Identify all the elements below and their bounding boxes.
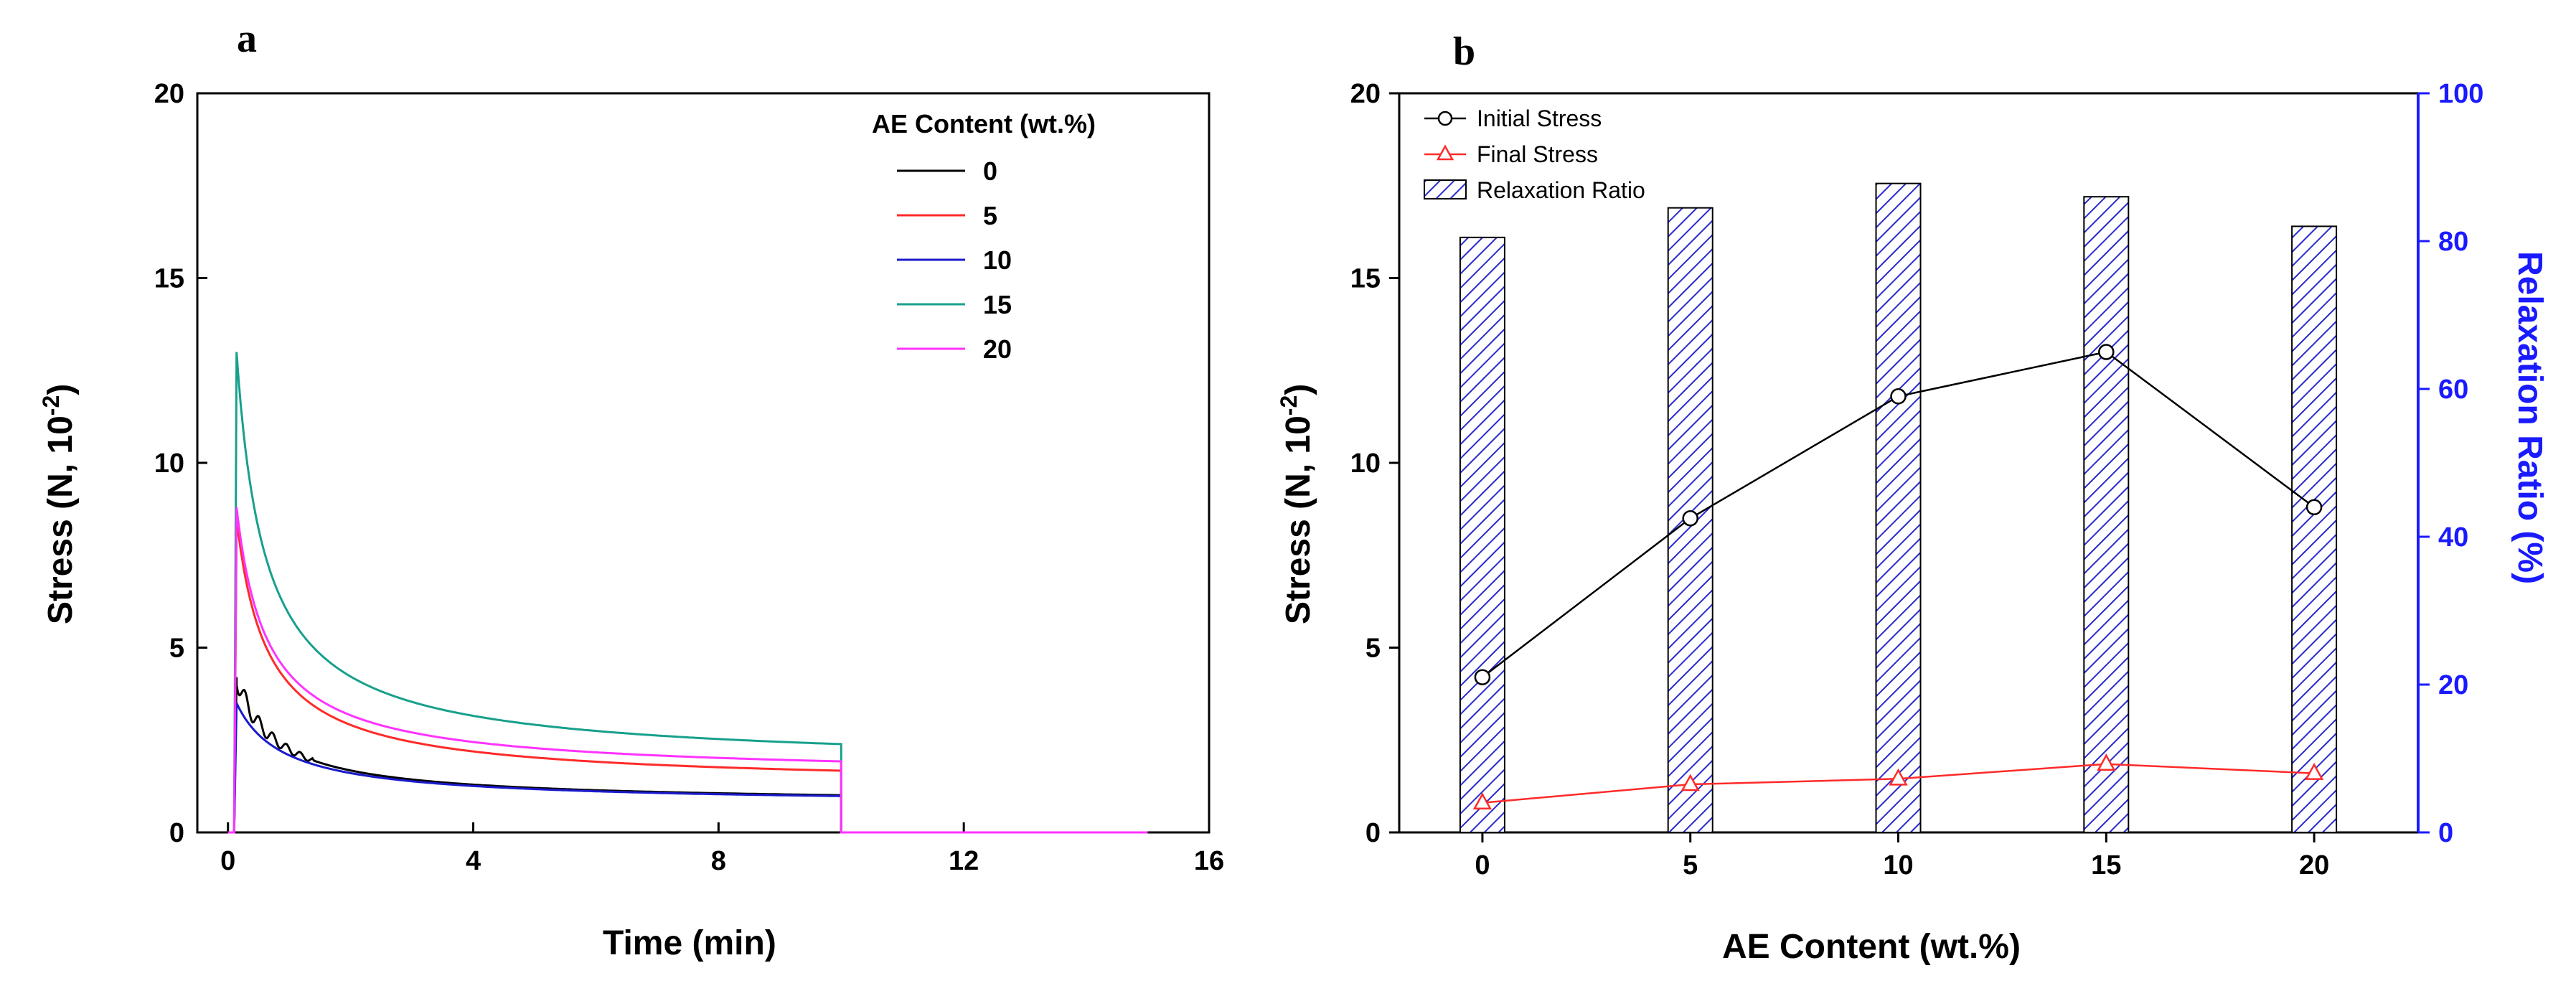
y2-tick-label: 80 bbox=[2438, 227, 2468, 257]
panel-a-frame bbox=[196, 92, 1211, 834]
legend-swatch-relaxation bbox=[1424, 179, 1467, 199]
y-tick-label: 15 bbox=[154, 264, 184, 294]
panel-b-x-axis-label: AE Content (wt.%) bbox=[1722, 928, 2021, 966]
panel-b-bars bbox=[1459, 182, 2338, 834]
panel-a-lines bbox=[227, 352, 1148, 834]
final-stress-point bbox=[1472, 792, 1493, 810]
y-tick-label: 10 bbox=[154, 448, 184, 479]
y-tick-label: 0 bbox=[1365, 818, 1381, 848]
x-tick-label: 0 bbox=[1475, 850, 1490, 880]
panel-a-y-axis-label: Stress (N, 10-2) bbox=[38, 384, 80, 624]
relaxation-bar bbox=[1875, 182, 1922, 834]
y2-tick-label: 0 bbox=[2438, 818, 2453, 848]
series-line-10 bbox=[227, 703, 1148, 834]
y2-tick-label: 60 bbox=[2438, 375, 2468, 405]
x-tick-label: 8 bbox=[711, 846, 726, 876]
relaxation-bar bbox=[1459, 236, 1505, 834]
legend-label-5: 5 bbox=[983, 201, 997, 230]
y2-tick-label: 100 bbox=[2438, 79, 2483, 109]
panel-b-y-axis-label: Stress (N, 10-2) bbox=[1276, 384, 1317, 624]
series-line-5 bbox=[227, 518, 1148, 834]
legend-label: Initial Stress bbox=[1477, 105, 1602, 131]
y2-tick-label: 20 bbox=[2438, 670, 2468, 700]
legend-marker bbox=[1436, 144, 1454, 161]
x-tick-label: 16 bbox=[1194, 846, 1224, 876]
y-tick-label: 10 bbox=[1350, 448, 1381, 479]
x-tick-label: 5 bbox=[1683, 850, 1698, 880]
relaxation-bar bbox=[2083, 196, 2130, 833]
legend-label-10: 10 bbox=[983, 245, 1012, 275]
panel-a: a 0 4 8 12 16 0 5 10 15 20 AE Content (wt.%) 0 5 10… bbox=[38, 17, 1224, 962]
y-tick-label: 0 bbox=[169, 818, 184, 848]
final-stress-point bbox=[2304, 763, 2324, 780]
panel-b-lines bbox=[1472, 344, 2324, 810]
panel-b: b 0 5 10 15 20 0 5 10 15 20 0 20 40 60 80 100 Initial S… bbox=[1276, 29, 2549, 966]
initial-stress-point bbox=[2305, 499, 2323, 516]
final-stress-point bbox=[1680, 774, 1700, 792]
y-tick-label: 5 bbox=[169, 634, 184, 664]
y-tick-label: 20 bbox=[1350, 79, 1381, 109]
panel-a-legend: AE Content (wt.%) 0 5 10 15 20 bbox=[872, 109, 1096, 364]
legend-label: Relaxation Ratio bbox=[1477, 177, 1645, 203]
initial-stress-point bbox=[1474, 669, 1491, 685]
legend-marker bbox=[1437, 111, 1453, 126]
legend-label-0: 0 bbox=[983, 156, 997, 186]
panel-a-ticks: 0 4 8 12 16 0 5 10 15 20 bbox=[154, 79, 1224, 876]
panel-b-y2-axis-label: Relaxation Ratio (%) bbox=[2511, 251, 2549, 584]
y-tick-label: 15 bbox=[1350, 264, 1381, 294]
series-line-0 bbox=[227, 677, 1148, 834]
panel-b-ticks: 0 5 10 15 20 0 5 10 15 20 0 20 40 60 80 100 bbox=[1350, 79, 2484, 880]
x-tick-label: 4 bbox=[466, 846, 481, 876]
y-tick-label: 20 bbox=[154, 79, 184, 109]
y-tick-label: 5 bbox=[1365, 634, 1381, 664]
series-line-20 bbox=[227, 507, 1148, 834]
panel-b-legend: Initial Stress Final Stress Relaxation Rat… bbox=[1424, 105, 1645, 203]
final-stress-point bbox=[2097, 753, 2116, 771]
panel-a-label: a bbox=[237, 17, 257, 61]
x-tick-label: 12 bbox=[949, 846, 979, 876]
initial-stress-point bbox=[2098, 344, 2115, 360]
series-line-15 bbox=[227, 352, 1148, 834]
initial-stress-point bbox=[1890, 388, 1907, 405]
panel-a-x-axis-label: Time (min) bbox=[603, 924, 776, 962]
x-tick-label: 10 bbox=[1883, 850, 1913, 880]
x-tick-label: 15 bbox=[2091, 850, 2121, 880]
y2-tick-label: 40 bbox=[2438, 522, 2468, 553]
final-stress-point bbox=[1889, 768, 1908, 786]
panel-b-label: b bbox=[1453, 29, 1475, 74]
initial-stress-point bbox=[1682, 510, 1698, 527]
x-tick-label: 20 bbox=[2299, 850, 2329, 880]
relaxation-bar bbox=[2291, 225, 2338, 833]
legend-label-20: 20 bbox=[983, 334, 1012, 364]
legend-label: Final Stress bbox=[1477, 141, 1598, 167]
x-tick-label: 0 bbox=[220, 846, 235, 876]
legend-title: AE Content (wt.%) bbox=[872, 109, 1096, 138]
legend-label-15: 15 bbox=[983, 290, 1012, 319]
